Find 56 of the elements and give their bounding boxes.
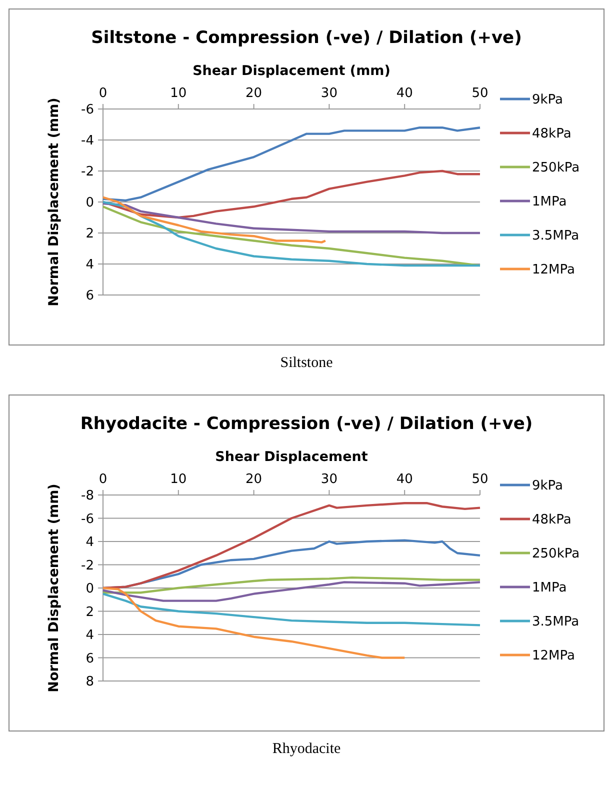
- x-tick-label: 30: [320, 472, 338, 487]
- y-tick-label: 6: [86, 288, 94, 304]
- y-axis-title: Normal Displacement (mm): [46, 484, 62, 692]
- y-tick-label: 8: [86, 674, 94, 690]
- x-tick-label: 0: [98, 472, 108, 487]
- x-tick-label: 0: [98, 86, 108, 101]
- line-series: [102, 202, 482, 234]
- legend-label: 9kPa: [532, 92, 564, 108]
- line-series: [102, 196, 327, 244]
- legend-label: 3.5MPa: [532, 614, 580, 630]
- legend-label: 12MPa: [532, 262, 575, 278]
- legend-label: 9kPa: [532, 478, 564, 494]
- y-tick-label: -2: [81, 558, 94, 574]
- legend-label: 250kPa: [532, 160, 580, 176]
- x-tick-label: 10: [170, 86, 187, 101]
- line-series: [102, 586, 406, 659]
- x-axis-title: Shear Displacement (mm): [192, 63, 390, 79]
- y-tick-label: -6: [81, 102, 94, 118]
- x-tick-label: 10: [170, 472, 187, 487]
- line-series: [102, 170, 482, 219]
- legend-label: 12MPa: [532, 648, 575, 664]
- line-series: [102, 126, 482, 202]
- chart-title: Siltstone - Compression (-ve) / Dilation (+ve): [91, 28, 522, 48]
- y-tick-label: 6: [86, 651, 94, 666]
- x-tick-label: 50: [472, 472, 488, 487]
- y-tick-label: 4: [86, 535, 94, 550]
- line-series: [102, 592, 482, 626]
- y-tick-label: -6: [81, 512, 94, 527]
- y-tick-label: 2: [86, 604, 94, 620]
- y-axis-title: Normal Displacement (mm): [46, 98, 62, 306]
- x-tick-label: 50: [472, 86, 488, 101]
- legend-label: 250kPa: [532, 546, 580, 562]
- y-tick-label: -8: [81, 488, 94, 504]
- y-tick-label: 4: [86, 628, 94, 644]
- y-tick-label: 4: [86, 258, 94, 273]
- x-axis-title: Shear Displacement: [215, 449, 368, 465]
- legend-label: 48kPa: [532, 512, 572, 528]
- y-tick-label: -2: [81, 164, 94, 180]
- legend-label: 1MPa: [532, 580, 567, 596]
- x-tick-label: 40: [396, 472, 413, 487]
- line-series: [102, 576, 482, 594]
- y-tick-label: 0: [86, 582, 94, 597]
- legend-label: 3.5MPa: [532, 228, 580, 244]
- y-tick-label: 2: [86, 226, 94, 242]
- chart-title: Rhyodacite - Compression (-ve) / Dilation (+ve): [80, 414, 533, 434]
- y-tick-label: -4: [81, 134, 94, 149]
- text: Siltstone: [280, 355, 334, 371]
- legend-label: 48kPa: [532, 126, 572, 142]
- line-series: [102, 581, 482, 602]
- x-tick-label: 40: [396, 86, 413, 101]
- x-tick-label: 30: [320, 86, 338, 101]
- x-tick-label: 20: [246, 472, 262, 487]
- legend-label: 1MPa: [532, 194, 567, 210]
- y-tick-label: 0: [86, 196, 94, 211]
- text: Rhyodacite: [272, 741, 341, 757]
- x-tick-label: 20: [246, 86, 262, 101]
